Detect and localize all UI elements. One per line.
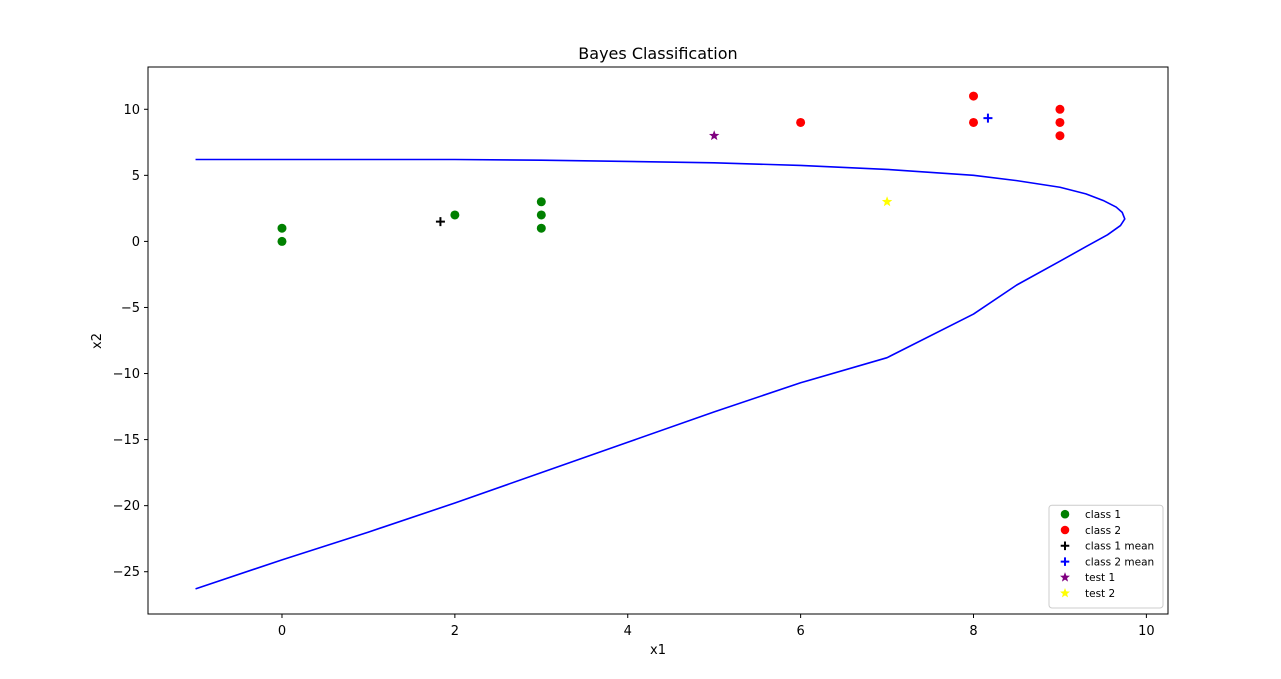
y-tick-label: 10	[123, 103, 140, 118]
y-tick-label: −10	[113, 367, 140, 382]
chart-title: Bayes Classification	[578, 44, 737, 63]
legend-label-test-1: test 1	[1085, 572, 1115, 584]
series-test-1	[708, 130, 720, 141]
axis-ticks: 0 2 4 6 8 10 10 5 0 −5 −10 −15 −20 −25	[113, 103, 1155, 639]
y-tick-label: 0	[132, 235, 140, 250]
x-tick-label: 0	[278, 624, 286, 639]
legend-marker-class-2	[1060, 525, 1070, 535]
legend-label-class-2-mean: class 2 mean	[1085, 556, 1154, 568]
series-class-1	[277, 197, 546, 246]
x-tick-label: 2	[451, 624, 459, 639]
x-axis-label: x1	[650, 643, 666, 658]
series-class-2	[796, 91, 1065, 141]
legend-label-class-1-mean: class 1 mean	[1085, 541, 1154, 553]
point-class-1	[277, 236, 287, 246]
decision-boundary-curve	[195, 158, 1126, 590]
legend-marker-class-1-mean	[1060, 541, 1070, 551]
y-tick-label: −15	[113, 433, 140, 448]
point-class-2	[796, 117, 806, 127]
y-tick-label: −25	[113, 565, 140, 580]
plot-area	[195, 91, 1126, 590]
series-class-1-mean	[435, 217, 445, 227]
point-class-2	[1055, 104, 1065, 114]
point-class-1	[536, 223, 546, 233]
series-test-2	[881, 196, 893, 207]
point-class-1	[536, 210, 546, 220]
point-class-2	[1055, 117, 1065, 127]
y-axis-label: x2	[90, 333, 105, 349]
point-class-1	[450, 210, 460, 220]
point-class-1-mean	[435, 217, 445, 227]
legend-marker-class-2-mean	[1060, 557, 1070, 566]
legend-label-class-1: class 1	[1085, 509, 1121, 521]
x-tick-label: 4	[624, 624, 632, 639]
y-tick-label: 5	[132, 169, 140, 184]
legend-label-test-2: test 2	[1085, 588, 1115, 600]
series-class-2-mean	[983, 113, 993, 123]
point-class-1	[277, 223, 287, 233]
legend-label-class-2: class 2	[1085, 525, 1121, 537]
point-class-2-mean	[983, 113, 993, 123]
point-class-2	[969, 91, 979, 101]
legend-marker-class-1	[1060, 509, 1070, 519]
axes-frame	[147, 66, 1169, 615]
point-test-1	[708, 130, 720, 141]
point-test-2	[881, 196, 893, 207]
y-tick-label: −5	[121, 301, 140, 316]
legend-marker-test-1	[1060, 572, 1070, 582]
y-tick-label: −20	[113, 499, 140, 514]
point-class-1	[536, 197, 546, 207]
point-class-2	[969, 117, 979, 127]
x-tick-label: 8	[969, 624, 977, 639]
x-tick-label: 10	[1138, 624, 1155, 639]
legend-marker-test-2	[1060, 587, 1070, 598]
x-tick-label: 6	[796, 624, 804, 639]
legend: class 1 class 2 class 1 mean class 2 mean te…	[1048, 504, 1164, 609]
legend-box	[1048, 504, 1164, 609]
point-class-2	[1055, 131, 1065, 141]
